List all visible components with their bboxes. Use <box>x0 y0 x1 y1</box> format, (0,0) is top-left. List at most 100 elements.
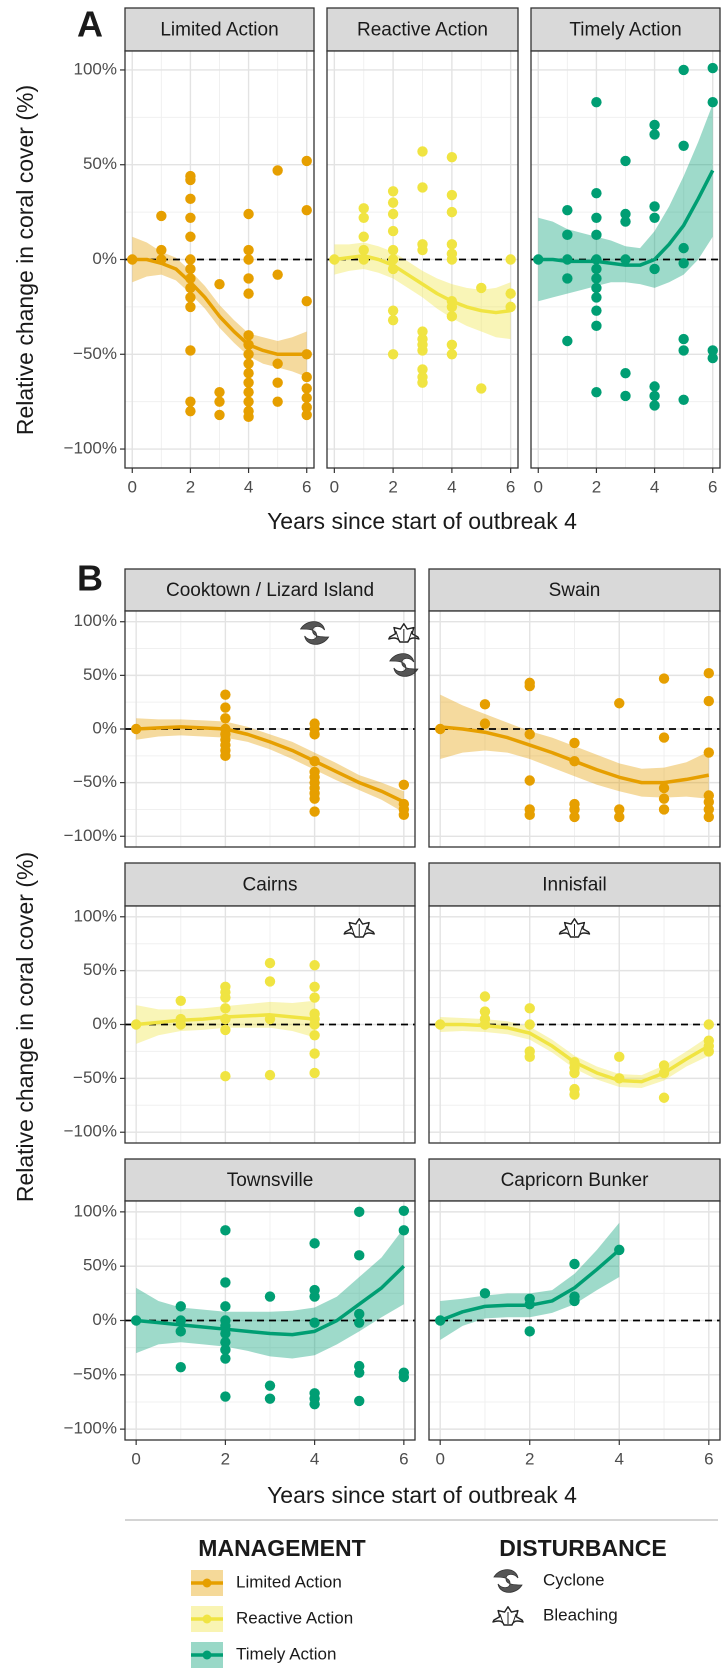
y-axis-title: Relative change in coral cover (%) <box>12 852 38 1202</box>
x-tick-label: 6 <box>708 477 717 496</box>
data-point <box>591 187 602 199</box>
data-point <box>264 1393 276 1404</box>
y-tick-label: 0% <box>92 249 117 268</box>
data-point <box>505 254 516 265</box>
y-tick-label: −50% <box>73 1364 117 1383</box>
data-point <box>591 273 602 284</box>
disturbance-event <box>388 623 420 643</box>
data-point <box>272 165 283 176</box>
legend-label: Timely Action <box>236 1644 336 1663</box>
data-point <box>309 793 320 804</box>
data-point <box>476 282 487 294</box>
x-tick-label: 0 <box>534 477 543 496</box>
facet-title: Cooktown / Lizard Island <box>166 580 374 601</box>
data-point <box>614 804 625 815</box>
facet-title: Townsville <box>227 1170 314 1191</box>
data-point <box>220 1277 231 1288</box>
fit-line <box>334 253 511 315</box>
data-point <box>569 737 580 749</box>
y-tick-label: −50% <box>73 1068 117 1087</box>
y-tick-label: 0% <box>92 1310 117 1329</box>
data-point <box>309 1067 320 1079</box>
data-point <box>354 1367 365 1378</box>
data-point <box>620 155 631 167</box>
x-tick-label: 2 <box>186 477 195 496</box>
data-point <box>446 189 458 201</box>
data-point <box>185 405 196 417</box>
data-point <box>214 409 225 421</box>
data-point <box>446 254 458 265</box>
plot-border <box>124 1200 416 1441</box>
plot-area <box>327 146 518 394</box>
data-point <box>272 269 283 280</box>
data-point <box>243 208 254 220</box>
x-tick-label: 6 <box>704 1449 713 1468</box>
data-point <box>658 782 670 794</box>
y-tick-label: 0% <box>92 718 117 737</box>
data-point <box>243 254 254 265</box>
data-point <box>479 699 491 710</box>
bleaching-icon-detail <box>350 924 368 936</box>
data-point <box>309 729 320 740</box>
data-point <box>243 244 254 256</box>
data-point <box>479 1288 491 1299</box>
data-point <box>524 1326 535 1337</box>
data-point <box>417 146 428 157</box>
facet: Innisfail <box>428 862 721 1144</box>
data-point <box>524 680 535 692</box>
data-point <box>703 796 715 808</box>
data-point <box>658 793 670 804</box>
data-point <box>614 1051 625 1063</box>
data-point <box>387 314 399 326</box>
data-point <box>703 747 715 758</box>
y-tick-label: 50% <box>83 154 117 173</box>
y-tick-label: 100% <box>74 906 117 925</box>
y-tick-label: 100% <box>74 1201 117 1220</box>
panel-label: A <box>77 4 103 45</box>
x-axis-title: Years since start of outbreak 4 <box>267 508 577 534</box>
plot-border <box>326 50 519 469</box>
data-point <box>591 282 602 294</box>
data-point <box>398 809 410 821</box>
data-point <box>434 723 446 735</box>
data-point <box>185 193 196 205</box>
y-tick-label: −100% <box>64 826 117 845</box>
data-point <box>703 811 715 823</box>
data-point <box>678 333 689 345</box>
data-point <box>301 392 312 404</box>
data-point <box>301 371 312 383</box>
data-point <box>243 358 254 369</box>
data-point <box>220 1071 231 1082</box>
plot-border <box>428 905 721 1144</box>
data-point <box>354 1206 365 1218</box>
data-point <box>185 231 196 242</box>
facet-strip <box>124 1158 416 1202</box>
data-point <box>678 345 689 356</box>
data-point <box>649 263 660 275</box>
data-point <box>243 368 254 379</box>
bleaching-icon-detail <box>499 1612 517 1624</box>
facet-strip <box>428 568 721 612</box>
data-point <box>562 335 573 347</box>
data-point <box>309 1019 320 1030</box>
data-point <box>387 244 399 256</box>
data-point <box>569 1258 580 1270</box>
data-point <box>658 1060 670 1071</box>
data-point <box>301 383 312 394</box>
data-point <box>301 402 312 413</box>
data-point <box>220 1353 231 1364</box>
data-point <box>446 239 458 250</box>
data-point <box>569 1089 580 1100</box>
data-point <box>620 208 631 220</box>
y-tick-label: 50% <box>83 960 117 979</box>
data-point <box>309 1030 320 1041</box>
facet-strip <box>124 7 315 52</box>
data-point <box>562 273 573 284</box>
x-tick-label: 0 <box>435 1449 444 1468</box>
data-point <box>329 254 340 265</box>
data-point <box>272 377 283 388</box>
plot-border <box>530 50 721 469</box>
fit-line <box>135 1013 315 1027</box>
data-point <box>185 396 196 407</box>
